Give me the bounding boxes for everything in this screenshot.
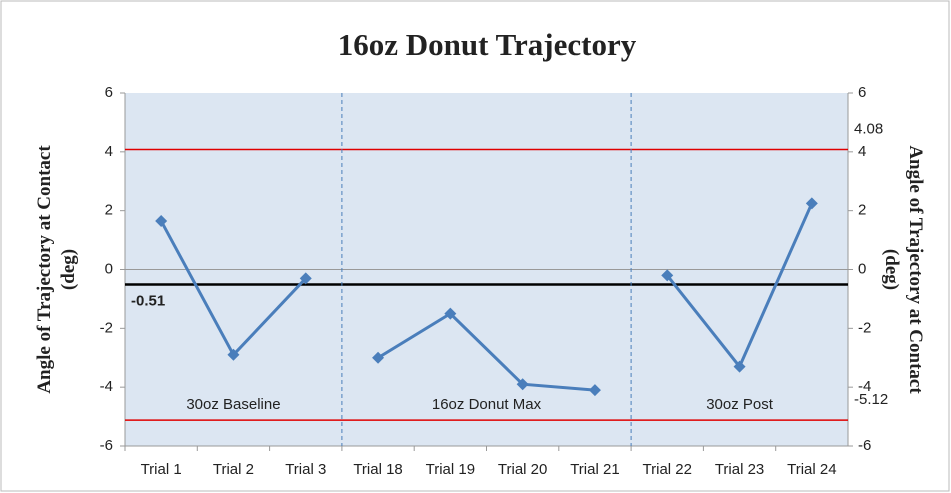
y-tick-label: -6 xyxy=(100,437,113,454)
y2-tick-label: -6 xyxy=(858,437,871,454)
axis-title-line: (deg) xyxy=(58,249,79,290)
point xyxy=(444,307,457,320)
axis-title: Angle of Trajectory at Contact(deg) xyxy=(34,145,79,394)
series-line xyxy=(377,311,596,392)
x-tick-label: Trial 2 xyxy=(213,461,254,478)
point xyxy=(805,197,818,210)
point xyxy=(372,351,385,364)
reference-label: -5.12 xyxy=(854,391,888,408)
point xyxy=(227,348,240,361)
y2-tick-label: -4 xyxy=(858,378,871,395)
y-tick-label: 0 xyxy=(105,260,113,277)
axis-title-line: (deg) xyxy=(881,249,902,290)
y2-tick-label: 2 xyxy=(858,202,866,219)
point xyxy=(155,214,168,227)
x-tick-label: Trial 3 xyxy=(285,461,326,478)
point xyxy=(299,272,312,285)
point xyxy=(733,360,746,373)
point xyxy=(516,378,529,391)
chart-title: 16oz Donut Trajectory xyxy=(338,27,637,62)
y2-tick-label: 6 xyxy=(858,84,866,101)
point xyxy=(661,269,674,282)
y2-tick-label: 4 xyxy=(858,143,866,160)
axis-title-line: Angle of Trajectory at Contact xyxy=(905,145,926,394)
y-tick-label: 4 xyxy=(105,143,113,160)
x-tick-label: Trial 22 xyxy=(643,461,692,478)
x-tick-label: Trial 19 xyxy=(426,461,475,478)
y-tick-label: 2 xyxy=(105,202,113,219)
group-label: 30oz Post xyxy=(706,396,774,413)
axis-title: Angle of Trajectory at Contact(deg) xyxy=(881,145,926,394)
group-label: 30oz Baseline xyxy=(186,396,280,413)
axis-title-line: Angle of Trajectory at Contact xyxy=(34,145,55,394)
y2-tick-label: 0 xyxy=(858,260,866,277)
x-tick-label: Trial 23 xyxy=(715,461,764,478)
y-tick-label: -2 xyxy=(100,319,113,336)
x-tick-label: Trial 20 xyxy=(498,461,547,478)
y-tick-label: 6 xyxy=(105,84,113,101)
group-label: 16oz Donut Max xyxy=(432,396,542,413)
x-tick-label: Trial 1 xyxy=(141,461,182,478)
y2-tick-label: -2 xyxy=(858,319,871,336)
x-tick-label: Trial 21 xyxy=(570,461,619,478)
reference-label: -0.51 xyxy=(131,292,165,309)
x-tick-label: Trial 18 xyxy=(353,461,402,478)
x-tick-label: Trial 24 xyxy=(787,461,836,478)
point xyxy=(588,384,601,397)
y-tick-label: -4 xyxy=(100,378,113,395)
reference-label: 4.08 xyxy=(854,120,883,137)
